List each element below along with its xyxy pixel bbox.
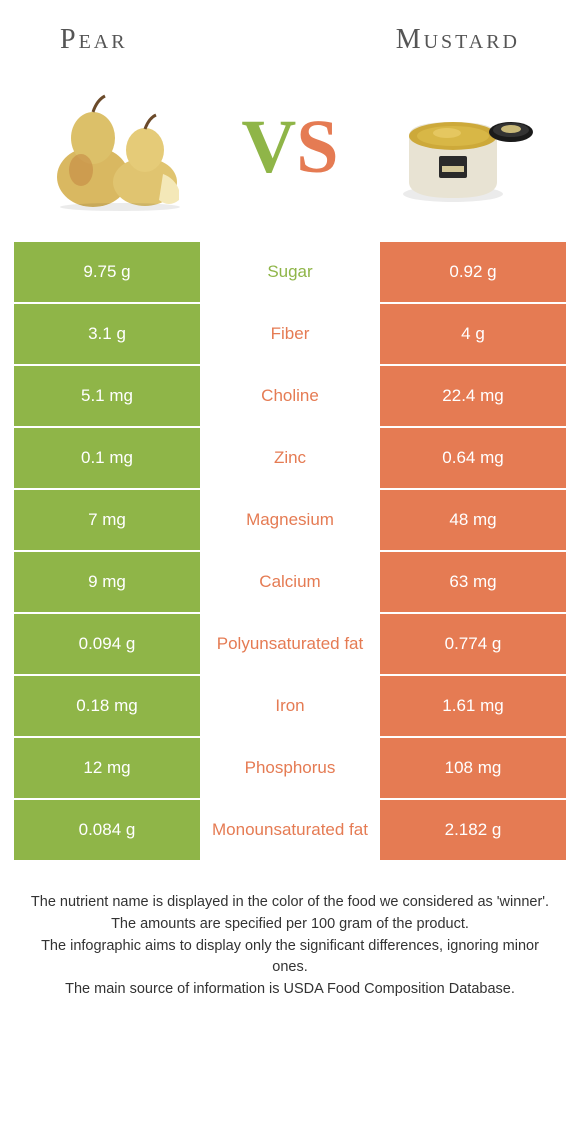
left-value: 12 mg <box>14 738 200 798</box>
table-row: 12 mgPhosphorus108 mg <box>14 738 566 798</box>
header: Pear Mustard <box>0 0 580 72</box>
vs-label: VS <box>241 104 338 191</box>
right-value: 0.774 g <box>380 614 566 674</box>
footer-line: The amounts are specified per 100 gram o… <box>28 914 552 936</box>
nutrient-label: Zinc <box>200 428 380 488</box>
left-value: 0.18 mg <box>14 676 200 736</box>
right-value: 1.61 mg <box>380 676 566 736</box>
nutrient-label: Choline <box>200 366 380 426</box>
right-value: 63 mg <box>380 552 566 612</box>
footer-line: The nutrient name is displayed in the co… <box>28 892 552 914</box>
table-row: 0.1 mgZinc0.64 mg <box>14 428 566 488</box>
left-value: 7 mg <box>14 490 200 550</box>
nutrient-label: Magnesium <box>200 490 380 550</box>
left-value: 0.094 g <box>14 614 200 674</box>
right-value: 48 mg <box>380 490 566 550</box>
right-value: 22.4 mg <box>380 366 566 426</box>
table-row: 3.1 gFiber4 g <box>14 304 566 364</box>
left-value: 9.75 g <box>14 242 200 302</box>
table-row: 5.1 mgCholine22.4 mg <box>14 366 566 426</box>
footer-line: The infographic aims to display only the… <box>28 936 552 980</box>
nutrient-label: Fiber <box>200 304 380 364</box>
table-row: 9.75 gSugar0.92 g <box>14 242 566 302</box>
left-value: 0.084 g <box>14 800 200 860</box>
right-value: 0.64 mg <box>380 428 566 488</box>
left-value: 5.1 mg <box>14 366 200 426</box>
table-row: 0.18 mgIron1.61 mg <box>14 676 566 736</box>
left-value: 9 mg <box>14 552 200 612</box>
image-row: VS <box>0 72 580 242</box>
right-value: 0.92 g <box>380 242 566 302</box>
footer-notes: The nutrient name is displayed in the co… <box>0 862 580 1001</box>
left-value: 3.1 g <box>14 304 200 364</box>
table-row: 0.094 gPolyunsaturated fat0.774 g <box>14 614 566 674</box>
footer-line: The main source of information is USDA F… <box>28 979 552 1001</box>
left-food-title: Pear <box>60 24 128 56</box>
nutrient-label: Iron <box>200 676 380 736</box>
left-value: 0.1 mg <box>14 428 200 488</box>
right-food-title: Mustard <box>396 24 520 56</box>
comparison-table: 9.75 gSugar0.92 g3.1 gFiber4 g5.1 mgChol… <box>0 242 580 860</box>
table-row: 9 mgCalcium63 mg <box>14 552 566 612</box>
table-row: 7 mgMagnesium48 mg <box>14 490 566 550</box>
nutrient-label: Monounsaturated fat <box>200 800 380 860</box>
right-value: 108 mg <box>380 738 566 798</box>
mustard-image <box>380 82 540 212</box>
table-row: 0.084 gMonounsaturated fat2.182 g <box>14 800 566 860</box>
right-value: 4 g <box>380 304 566 364</box>
nutrient-label: Calcium <box>200 552 380 612</box>
nutrient-label: Polyunsaturated fat <box>200 614 380 674</box>
pear-image <box>40 82 200 212</box>
nutrient-label: Sugar <box>200 242 380 302</box>
right-value: 2.182 g <box>380 800 566 860</box>
nutrient-label: Phosphorus <box>200 738 380 798</box>
